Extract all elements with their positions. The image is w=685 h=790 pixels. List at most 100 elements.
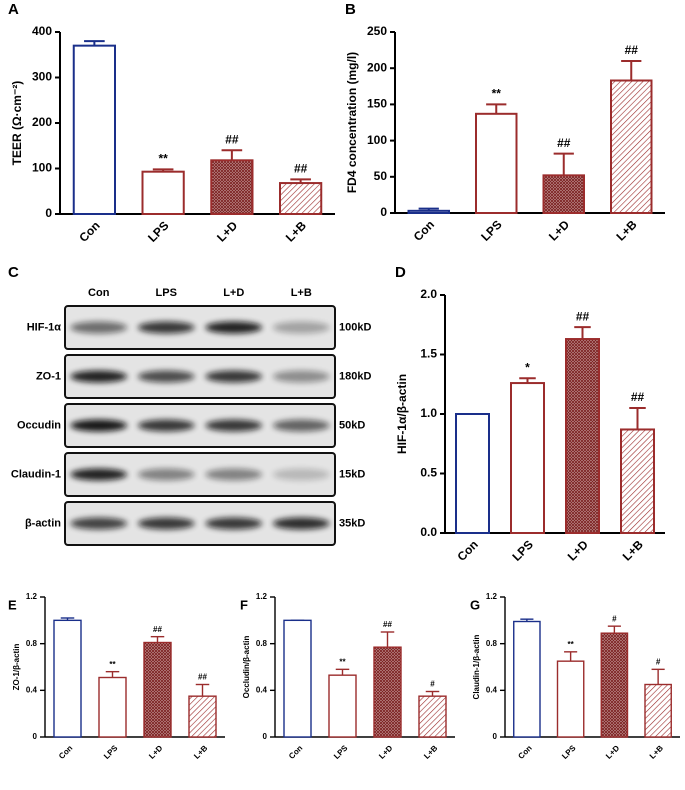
y-tick-label: 100	[32, 161, 52, 175]
blot-frame	[64, 354, 336, 399]
bar	[328, 674, 357, 738]
y-tick-label: 0	[380, 205, 387, 219]
x-tick-label: Con	[516, 743, 533, 760]
x-tick-label: L+B	[283, 218, 309, 244]
significance: *	[525, 360, 530, 374]
significance: **	[568, 640, 575, 649]
y-tick-label: 0	[263, 732, 268, 741]
y-tick-label: 0.4	[26, 685, 38, 694]
x-tick-label: L+B	[192, 743, 209, 760]
x-tick-label: LPS	[332, 743, 350, 761]
significance: ##	[294, 162, 308, 176]
x-tick-label: L+D	[214, 218, 240, 244]
bar	[600, 632, 629, 738]
y-tick-label: 1.2	[256, 592, 268, 601]
panel-label: D	[395, 264, 406, 281]
y-tick-label: 1.2	[26, 592, 38, 601]
x-tick-label: L+D	[147, 743, 164, 760]
panel-label: B	[345, 1, 356, 18]
x-tick-label: Con	[57, 743, 74, 760]
bar	[455, 413, 490, 534]
size-label: 180kD	[339, 370, 371, 382]
y-tick-label: 200	[32, 115, 52, 129]
blot-frame	[64, 403, 336, 448]
significance: ##	[383, 620, 392, 629]
y-tick-label: 0.0	[420, 525, 437, 539]
significance: **	[339, 657, 346, 666]
y-axis-label: HIF-1α/β-actin	[395, 374, 409, 454]
x-tick-label: LPS	[478, 217, 504, 243]
blot-band	[272, 468, 330, 481]
y-axis-label: ZO-1/β-actin	[12, 644, 21, 691]
x-tick-label: L+B	[620, 537, 646, 563]
panel-label: F	[240, 597, 248, 612]
blot-band	[70, 419, 128, 432]
y-tick-label: 0	[493, 732, 498, 741]
x-tick-label: LPS	[102, 743, 120, 761]
panel-label: A	[8, 1, 19, 18]
blot-band	[272, 370, 330, 383]
x-tick-label: LPS	[145, 218, 171, 244]
significance: **	[158, 152, 168, 166]
blot-band	[137, 468, 195, 481]
panel-label: E	[8, 597, 17, 612]
blot-band	[205, 321, 263, 334]
blot-band	[137, 517, 195, 530]
bar	[418, 695, 447, 738]
blot-band	[137, 419, 195, 432]
bar	[210, 159, 254, 215]
bar	[565, 338, 600, 534]
x-tick-label: LPS	[560, 743, 578, 761]
panel-label: G	[470, 597, 480, 612]
size-label: 35kD	[339, 517, 365, 529]
y-axis-label: Occludin/β-actin	[242, 636, 251, 699]
bar	[620, 428, 655, 534]
significance: #	[656, 657, 661, 666]
y-tick-label: 250	[367, 24, 387, 38]
blot-band	[137, 370, 195, 383]
bar	[143, 641, 172, 738]
blot-band	[137, 321, 195, 334]
bar	[510, 382, 545, 534]
blot-band	[70, 321, 128, 334]
bar	[542, 174, 585, 215]
x-tick-label: L+D	[604, 743, 621, 760]
blot-frame	[64, 305, 336, 350]
x-tick-label: L+D	[546, 217, 572, 243]
x-tick-label: L+D	[565, 537, 591, 563]
protein-label: β-actin	[25, 517, 61, 529]
blot-band	[205, 517, 263, 530]
blot-band	[205, 370, 263, 383]
blot-frame	[64, 501, 336, 546]
x-tick-label: Con	[76, 218, 102, 244]
y-tick-label: 0	[33, 732, 38, 741]
y-tick-label: 400	[32, 24, 52, 38]
x-tick-label: L+B	[422, 743, 439, 760]
x-tick-label: Con	[411, 217, 437, 243]
x-tick-label: Con	[454, 537, 480, 563]
y-axis-label: FD4 concentration (mg/l)	[345, 52, 359, 193]
y-tick-label: 0.8	[26, 639, 38, 648]
y-tick-label: 150	[367, 97, 387, 111]
y-tick-label: 0	[45, 206, 52, 220]
y-tick-label: 50	[374, 169, 388, 183]
bar	[141, 170, 185, 215]
protein-label: Claudin-1	[11, 468, 61, 480]
y-axis-label: Claudin-1/β-actin	[472, 634, 481, 699]
bar	[610, 79, 653, 215]
significance: ##	[557, 136, 571, 150]
bar	[556, 660, 585, 738]
blot-band	[70, 517, 128, 530]
blot-band	[272, 419, 330, 432]
bar	[279, 182, 323, 215]
panel-label: C	[8, 264, 19, 281]
y-tick-label: 0.8	[486, 639, 498, 648]
x-tick-label: L+D	[377, 743, 394, 760]
blot-band	[70, 468, 128, 481]
size-label: 50kD	[339, 419, 365, 431]
significance: **	[492, 87, 502, 101]
y-tick-label: 100	[367, 133, 387, 147]
x-tick-label: LPS	[509, 537, 535, 563]
protein-label: Occudin	[17, 419, 61, 431]
